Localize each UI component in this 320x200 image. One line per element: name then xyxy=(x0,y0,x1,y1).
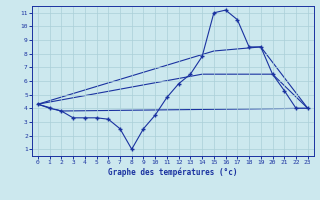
X-axis label: Graphe des températures (°c): Graphe des températures (°c) xyxy=(108,168,237,177)
